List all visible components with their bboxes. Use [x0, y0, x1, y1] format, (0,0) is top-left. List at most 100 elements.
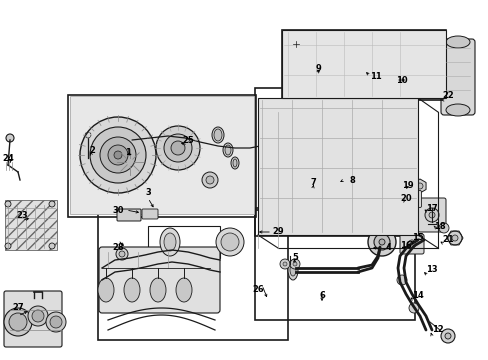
- Circle shape: [156, 126, 200, 170]
- Circle shape: [127, 159, 133, 165]
- FancyBboxPatch shape: [400, 190, 421, 207]
- Circle shape: [440, 329, 454, 343]
- Ellipse shape: [160, 228, 180, 256]
- Ellipse shape: [150, 278, 165, 302]
- Text: 28: 28: [112, 243, 123, 252]
- Polygon shape: [282, 30, 445, 98]
- Circle shape: [49, 201, 55, 207]
- Text: 9: 9: [314, 63, 320, 72]
- Circle shape: [49, 243, 55, 249]
- Circle shape: [337, 169, 355, 187]
- Ellipse shape: [221, 233, 239, 251]
- Ellipse shape: [212, 127, 224, 143]
- Text: 25: 25: [182, 135, 193, 144]
- Circle shape: [283, 262, 286, 266]
- Text: 14: 14: [411, 291, 423, 300]
- Ellipse shape: [232, 159, 237, 167]
- Ellipse shape: [176, 278, 192, 302]
- Circle shape: [90, 127, 146, 183]
- Ellipse shape: [214, 129, 222, 141]
- Text: 30: 30: [112, 206, 123, 215]
- Circle shape: [261, 226, 268, 234]
- Text: 27: 27: [12, 303, 24, 312]
- Circle shape: [424, 208, 438, 222]
- FancyBboxPatch shape: [440, 39, 474, 115]
- Circle shape: [5, 243, 11, 249]
- Circle shape: [438, 223, 448, 233]
- Ellipse shape: [124, 278, 140, 302]
- Circle shape: [403, 226, 411, 234]
- FancyBboxPatch shape: [417, 198, 445, 232]
- Circle shape: [80, 117, 156, 193]
- Bar: [343, 34, 427, 96]
- Circle shape: [273, 216, 282, 224]
- Circle shape: [32, 310, 44, 322]
- Ellipse shape: [289, 264, 295, 276]
- Circle shape: [406, 241, 416, 251]
- Circle shape: [50, 316, 62, 328]
- Text: 20: 20: [399, 194, 411, 202]
- Ellipse shape: [445, 104, 469, 116]
- Circle shape: [115, 147, 145, 177]
- Circle shape: [261, 100, 268, 108]
- Polygon shape: [258, 98, 417, 235]
- Circle shape: [6, 134, 14, 142]
- Circle shape: [366, 61, 372, 67]
- Circle shape: [408, 303, 418, 313]
- Bar: [70, 96, 253, 214]
- Circle shape: [345, 176, 348, 180]
- Circle shape: [108, 145, 128, 165]
- Ellipse shape: [216, 228, 244, 256]
- Circle shape: [307, 171, 321, 185]
- Bar: [98, 210, 287, 340]
- Circle shape: [100, 137, 136, 173]
- Circle shape: [451, 235, 457, 241]
- Circle shape: [292, 262, 296, 266]
- Circle shape: [269, 212, 285, 228]
- Text: 24: 24: [2, 153, 14, 162]
- Text: 4: 4: [384, 243, 390, 252]
- Text: 12: 12: [431, 325, 443, 334]
- Text: 3: 3: [145, 188, 151, 197]
- Circle shape: [407, 240, 415, 248]
- FancyBboxPatch shape: [142, 209, 158, 219]
- Bar: [5, 200, 57, 250]
- Circle shape: [163, 134, 192, 162]
- Circle shape: [367, 228, 395, 256]
- FancyBboxPatch shape: [117, 209, 141, 221]
- Circle shape: [290, 39, 301, 49]
- Circle shape: [416, 183, 422, 189]
- Text: 6: 6: [318, 292, 324, 301]
- Circle shape: [317, 203, 341, 227]
- Circle shape: [341, 173, 351, 183]
- Circle shape: [122, 154, 138, 170]
- Circle shape: [108, 140, 152, 184]
- Circle shape: [447, 231, 461, 245]
- Text: 2: 2: [89, 145, 95, 154]
- Circle shape: [205, 176, 214, 184]
- Ellipse shape: [381, 58, 397, 70]
- Ellipse shape: [287, 260, 297, 280]
- Circle shape: [83, 130, 93, 140]
- Text: 7: 7: [309, 177, 315, 186]
- Bar: [254, 208, 414, 320]
- Text: 11: 11: [369, 72, 381, 81]
- Circle shape: [362, 57, 376, 71]
- Circle shape: [311, 175, 317, 181]
- Circle shape: [202, 172, 218, 188]
- Circle shape: [262, 143, 267, 148]
- Ellipse shape: [445, 36, 469, 48]
- Circle shape: [9, 313, 27, 331]
- Text: 17: 17: [426, 203, 437, 212]
- Text: 29: 29: [272, 228, 283, 237]
- Circle shape: [403, 100, 411, 108]
- Ellipse shape: [163, 233, 176, 251]
- Bar: [282, 30, 445, 100]
- Circle shape: [378, 239, 384, 245]
- Text: 5: 5: [291, 253, 297, 262]
- Bar: [68, 95, 256, 217]
- Text: 15: 15: [411, 234, 423, 243]
- Circle shape: [116, 248, 128, 260]
- Text: 10: 10: [395, 76, 407, 85]
- Circle shape: [46, 312, 66, 332]
